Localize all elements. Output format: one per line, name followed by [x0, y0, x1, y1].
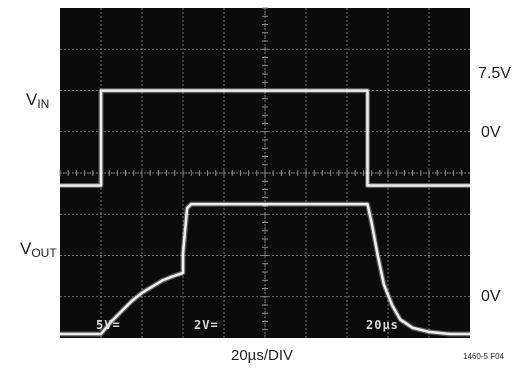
graticule [59, 7, 470, 338]
vin-high-label: 7.5V [478, 65, 511, 82]
timebase-readout: 20µs [366, 318, 399, 332]
x-axis-label: 20µs/DIV [231, 347, 293, 364]
traces [60, 88, 470, 337]
trace-vin [60, 89, 470, 187]
vout-label: VOUT [20, 239, 57, 260]
figure-id: 1460-5 F04 [463, 352, 504, 361]
vin-low-label: 0V [481, 124, 501, 141]
trace-vout [60, 202, 470, 336]
vin-label: VIN [26, 90, 50, 111]
ch2-scale-readout: 2V= [194, 318, 219, 332]
vout-low-label: 0V [481, 288, 501, 305]
ch1-scale-readout: 5V= [96, 318, 121, 332]
